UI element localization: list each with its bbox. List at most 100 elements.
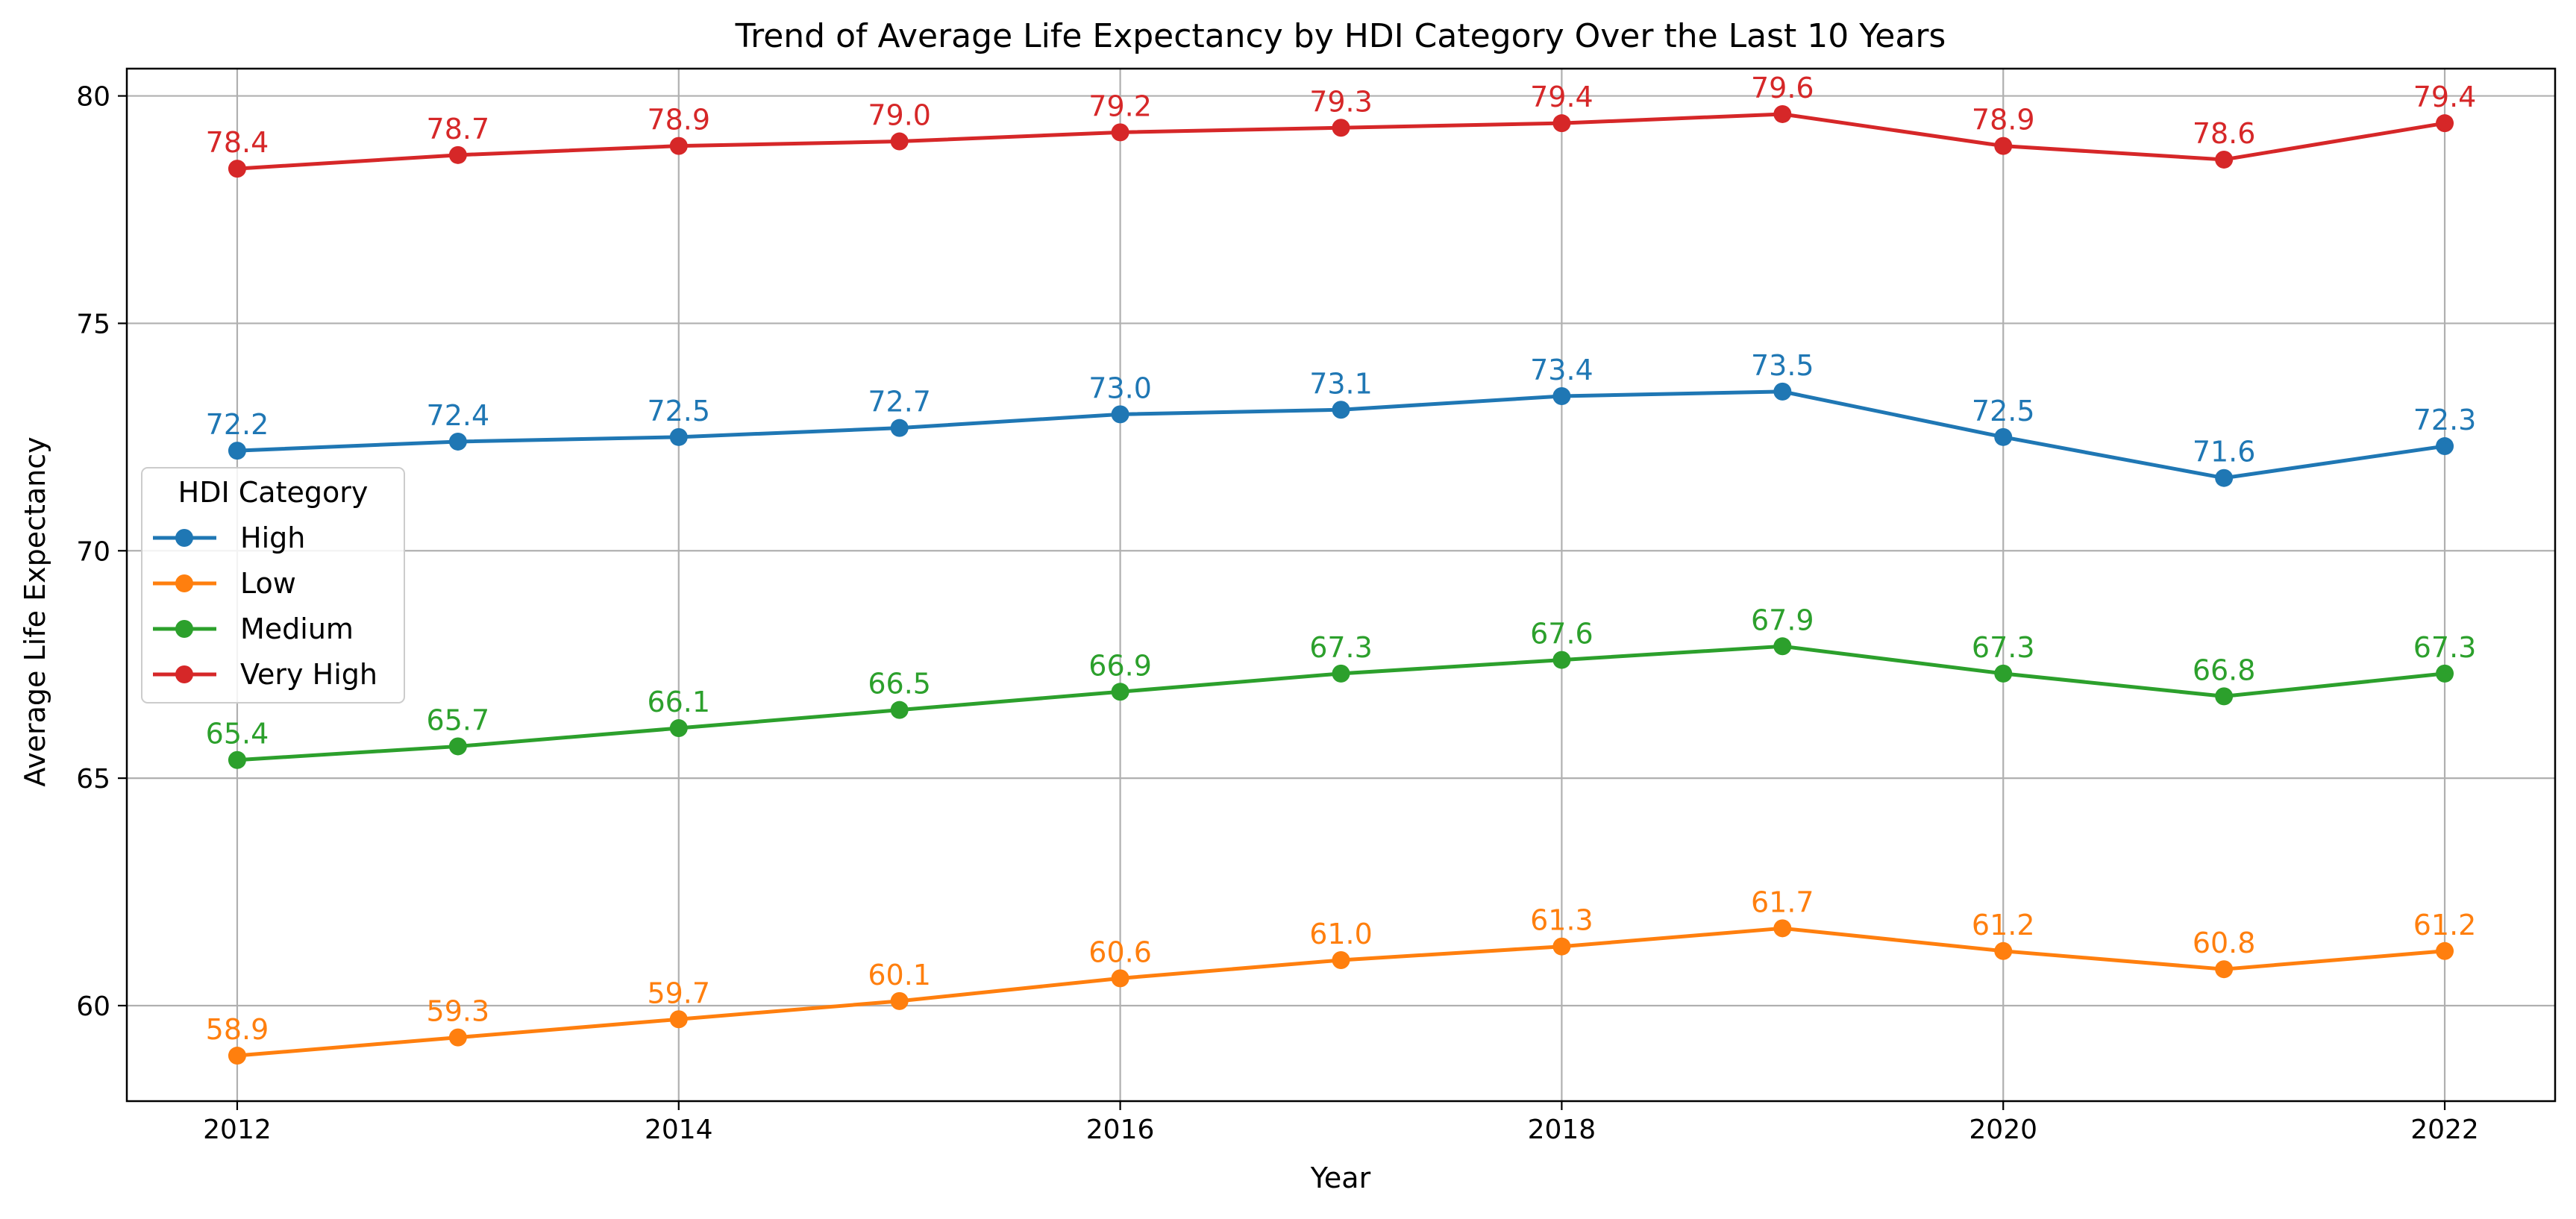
x-tick-label: 2012 (203, 1115, 272, 1145)
data-point-high (2215, 469, 2234, 487)
legend-label-very-high: Very High (240, 658, 377, 691)
data-label-very-high: 79.3 (1309, 85, 1373, 118)
data-point-medium (228, 750, 246, 769)
data-label-high: 73.1 (1309, 367, 1373, 400)
data-label-low: 60.6 (1088, 936, 1152, 968)
data-label-low: 59.7 (647, 977, 710, 1009)
data-label-high: 72.2 (206, 408, 269, 441)
data-label-high: 72.5 (1972, 395, 2035, 427)
data-label-low: 60.8 (2193, 927, 2256, 959)
data-point-low (2436, 941, 2454, 960)
data-point-high (448, 432, 467, 451)
data-label-medium: 67.3 (2413, 631, 2477, 664)
data-point-low (1111, 969, 1129, 988)
legend-marker-low (175, 574, 193, 592)
legend-marker-high (175, 529, 193, 547)
data-label-high: 72.7 (868, 386, 931, 419)
data-point-low (1773, 919, 1792, 938)
data-label-medium: 66.5 (868, 668, 931, 701)
data-point-high (228, 442, 246, 460)
legend-items: High Low Medium Very High (153, 521, 377, 691)
data-point-medium (2436, 664, 2454, 683)
legend-item-low: Low (153, 567, 296, 600)
legend-title: HDI Category (178, 476, 369, 509)
legend-label-medium: Medium (240, 612, 354, 645)
data-point-low (2215, 960, 2234, 979)
series-low (228, 919, 2454, 1065)
data-label-low: 61.7 (1751, 886, 1814, 918)
data-label-high: 71.6 (2193, 436, 2256, 469)
series-layer (228, 104, 2454, 1065)
legend-item-medium: Medium (153, 612, 354, 645)
data-point-high (1994, 427, 2013, 446)
plot-frame (125, 67, 2557, 1103)
data-label-medium: 66.1 (647, 686, 710, 718)
data-label-low: 61.2 (2413, 909, 2477, 941)
x-tick-label: 2022 (2410, 1115, 2479, 1145)
x-tick-label: 2014 (645, 1115, 713, 1145)
data-label-low: 58.9 (206, 1013, 269, 1046)
data-label-high: 73.5 (1751, 349, 1814, 382)
data-point-high (890, 419, 909, 437)
legend-label-high: High (240, 521, 305, 554)
data-point-high (669, 427, 688, 446)
legend-box (141, 467, 405, 703)
data-label-medium: 67.3 (1972, 631, 2035, 664)
data-point-medium (1552, 651, 1571, 669)
data-label-low: 59.3 (427, 995, 490, 1028)
data-point-very-high (228, 160, 246, 178)
data-label-low: 61.0 (1309, 918, 1373, 950)
series-medium (228, 637, 2454, 769)
x-tick-label: 2020 (1969, 1115, 2037, 1145)
data-label-very-high: 78.4 (206, 126, 269, 159)
data-point-very-high (1773, 104, 1792, 123)
data-point-high (1773, 382, 1792, 401)
data-label-very-high: 79.2 (1088, 90, 1152, 122)
data-point-very-high (448, 145, 467, 164)
data-label-medium: 65.4 (206, 718, 269, 750)
data-label-very-high: 79.4 (2413, 81, 2477, 113)
data-point-low (1552, 937, 1571, 956)
legend-label-low: Low (240, 567, 296, 600)
legend: HDI Category High Low Medium Very High (141, 467, 405, 703)
data-point-medium (669, 719, 688, 738)
data-point-medium (1332, 664, 1350, 683)
data-label-high: 72.5 (647, 395, 710, 427)
data-point-medium (1994, 664, 2013, 683)
data-point-very-high (890, 132, 909, 151)
data-label-low: 61.2 (1972, 909, 2035, 941)
data-label-medium: 67.3 (1309, 631, 1373, 664)
legend-marker-medium (175, 620, 193, 638)
data-point-high (1111, 405, 1129, 424)
data-point-very-high (1111, 123, 1129, 142)
series-very-high (228, 104, 2454, 178)
legend-item-high: High (153, 521, 305, 554)
data-label-low: 60.1 (868, 959, 931, 991)
data-point-very-high (1994, 137, 2013, 155)
data-label-medium: 67.9 (1751, 604, 1814, 636)
data-label-medium: 66.9 (1088, 649, 1152, 682)
chart-title: Trend of Average Life Expectancy by HDI … (735, 17, 1946, 55)
data-point-low (1332, 950, 1350, 969)
grid (127, 69, 2555, 1101)
y-tick-label: 65 (76, 764, 110, 795)
x-axis-ticks: 2012 2014 2016 2018 2020 2022 (203, 1101, 2479, 1145)
y-tick-label: 60 (76, 991, 110, 1022)
data-label-very-high: 79.0 (868, 99, 931, 132)
y-tick-label: 80 (76, 82, 110, 113)
y-tick-label: 70 (76, 536, 110, 567)
data-label-very-high: 79.6 (1751, 72, 1814, 104)
data-label-very-high: 78.7 (427, 113, 490, 145)
data-label-very-high: 78.6 (2193, 117, 2256, 150)
data-labels: 72.2 72.4 72.5 72.7 73.0 73.1 73.4 73.5 72.5 71.6… (206, 72, 2477, 1046)
y-axis-label: Average Life Expectancy (19, 436, 51, 786)
data-point-medium (2215, 687, 2234, 706)
data-label-high: 73.0 (1088, 372, 1152, 404)
data-point-very-high (2215, 150, 2234, 169)
data-point-very-high (2436, 114, 2454, 133)
data-label-low: 61.3 (1530, 904, 1593, 937)
data-point-medium (448, 737, 467, 756)
data-point-high (1552, 386, 1571, 405)
series-high (228, 382, 2454, 487)
